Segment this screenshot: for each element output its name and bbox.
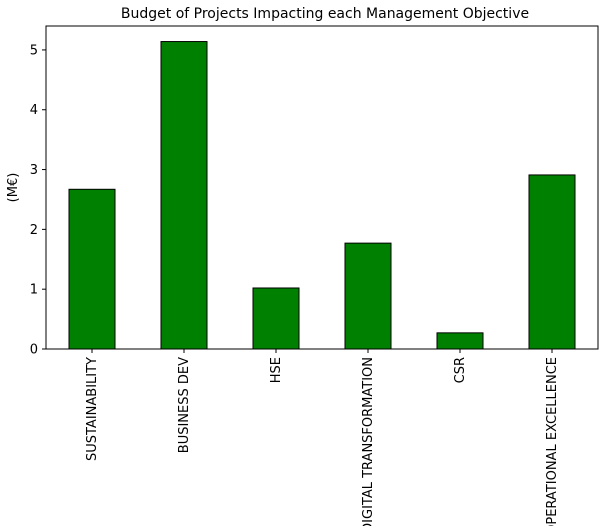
bar-hse [252, 287, 300, 350]
plot-frame [45, 25, 599, 350]
y-axis-label: (M€) [6, 173, 21, 203]
x-ticks-group: SUSTAINABILITY BUSINESS DEV HSE DIGITAL TRA… [85, 349, 560, 531]
x-tick-label: OPERATIONAL EXCELLENCE [545, 357, 560, 526]
y-tick-label: 3 [30, 163, 38, 178]
bar-digital-transformation [344, 242, 392, 350]
y-tick-label: 0 [30, 343, 38, 358]
bars-group [68, 41, 576, 350]
bar-business-dev [160, 41, 208, 350]
y-tick-label: 1 [30, 283, 38, 298]
axes-group [45, 25, 599, 350]
x-tick-label: HSE [269, 357, 284, 383]
x-tick-label: SUSTAINABILITY [85, 357, 100, 461]
y-tick-label: 2 [30, 223, 38, 238]
x-tick-label: DIGITAL TRANSFORMATION [361, 357, 376, 526]
bar-sustainability [68, 188, 116, 350]
x-tick-label: BUSINESS DEV [177, 357, 192, 453]
chart-title: Budget of Projects Impacting each Manage… [121, 6, 529, 22]
y-tick-label: 5 [30, 43, 38, 58]
x-tick-label: CSR [453, 357, 468, 383]
bar-csr [436, 332, 484, 350]
y-ticks-group: 0 1 2 3 4 5 [30, 43, 46, 358]
y-tick-label: 4 [30, 103, 38, 118]
bar-operational-excellence [528, 174, 576, 350]
